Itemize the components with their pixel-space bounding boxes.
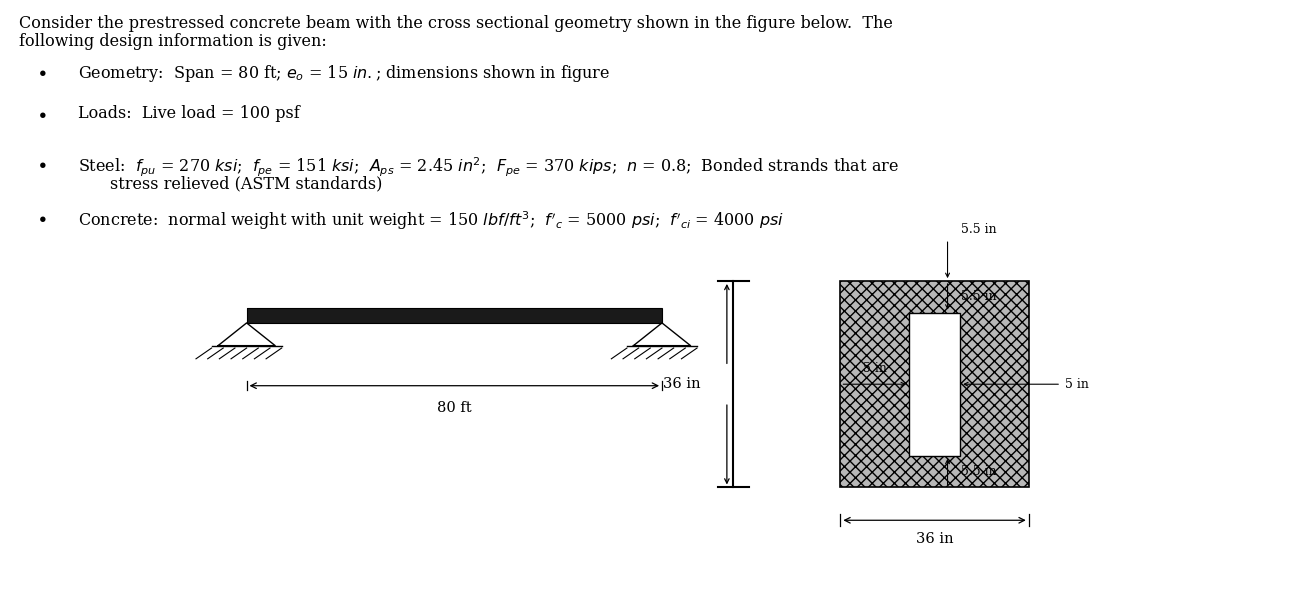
Text: $\bullet$: $\bullet$	[36, 155, 47, 173]
Text: $\bullet$: $\bullet$	[36, 209, 47, 227]
Text: $\bullet$: $\bullet$	[36, 63, 47, 81]
Text: 5.5 in: 5.5 in	[961, 223, 996, 236]
Text: 5 in: 5 in	[1064, 378, 1089, 390]
Text: Concrete:  normal weight with unit weight = 150 $lbf/ft^3$;  $f'_c$ = 5000 $psi$: Concrete: normal weight with unit weight…	[78, 209, 784, 232]
Bar	[247, 308, 662, 323]
Text: 36 in: 36 in	[916, 532, 953, 546]
Text: $\bullet$: $\bullet$	[36, 105, 47, 123]
Text: following design information is given:: following design information is given:	[19, 33, 327, 50]
Text: Consider the prestressed concrete beam with the cross sectional geometry shown i: Consider the prestressed concrete beam w…	[19, 15, 893, 32]
Bar	[841, 281, 1028, 487]
Text: 5.5 in: 5.5 in	[961, 290, 996, 303]
Text: 5 in: 5 in	[863, 362, 887, 376]
Bar	[909, 313, 961, 456]
Text: 36 in: 36 in	[663, 377, 701, 391]
Text: Steel:  $f_{pu}$ = 270 $ksi$;  $f_{pe}$ = 151 $ksi$;  $A_{ps}$ = 2.45 $in^2$;  $: Steel: $f_{pu}$ = 270 $ksi$; $f_{pe}$ = …	[78, 155, 898, 179]
Bar	[247, 308, 662, 323]
Text: 80 ft: 80 ft	[437, 401, 471, 414]
Text: 5.5 in: 5.5 in	[961, 465, 996, 478]
Text: stress relieved (ASTM standards): stress relieved (ASTM standards)	[110, 176, 383, 193]
Text: Geometry:  Span = 80 ft; $e_o$ = 15 $in.$; dimensions shown in figure: Geometry: Span = 80 ft; $e_o$ = 15 $in.$…	[78, 63, 610, 84]
Text: Loads:  Live load = 100 psf: Loads: Live load = 100 psf	[78, 105, 300, 121]
